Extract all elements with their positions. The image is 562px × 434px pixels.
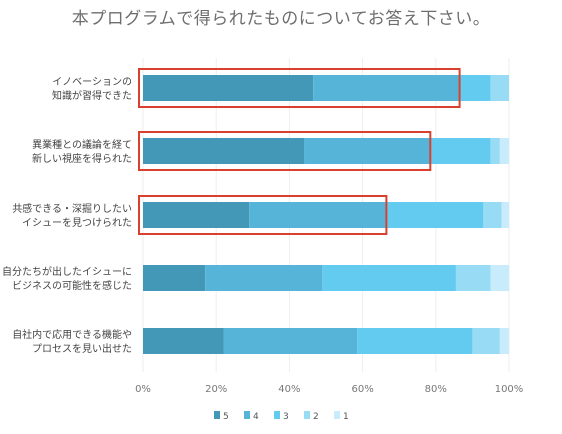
bar-segment: [490, 138, 500, 164]
category-label: ビジネスの可能性を感じた: [12, 279, 132, 292]
category-label: 異業種との議論を経て: [32, 138, 132, 151]
bar-segment: [472, 328, 500, 354]
x-tick-label: 40%: [278, 384, 300, 395]
legend-swatch: [304, 411, 310, 419]
highlight-box: [138, 68, 461, 108]
x-tick-label: 60%: [351, 384, 373, 395]
bar-segment: [483, 202, 502, 228]
category-label: 知識が習得できた: [52, 89, 132, 102]
bar-segment: [143, 138, 305, 164]
bar-segment: [430, 138, 491, 164]
bar-segment: [143, 328, 224, 354]
legend-label: 3: [283, 412, 289, 422]
x-tick-label: 100%: [495, 384, 524, 395]
category-label: 共感できる・深掘りしたい: [12, 202, 132, 215]
x-tick-label: 0%: [135, 384, 151, 395]
bar-segment: [223, 328, 358, 354]
category-label: 自分たちが出したイシューに: [2, 265, 132, 278]
x-tick-label: 80%: [425, 384, 447, 395]
bar-segment: [490, 265, 509, 291]
bar-segment: [143, 75, 314, 101]
legend-swatch: [334, 411, 340, 419]
bar-segment: [143, 202, 250, 228]
bar-segment: [313, 75, 460, 101]
highlight-box: [138, 195, 388, 235]
legend-label: 1: [343, 412, 349, 422]
legend-swatch: [214, 411, 220, 419]
bar-segment: [499, 138, 509, 164]
chart-title: 本プログラムで得られたものについてお答え下さい。: [71, 9, 491, 29]
category-label: プロセスを見い出せた: [32, 342, 132, 355]
category-label: 自社内で応用できる機能や: [12, 328, 132, 341]
category-label: イシューを見つけられた: [22, 217, 132, 229]
bar-segment: [304, 138, 431, 164]
bar-segment: [357, 328, 473, 354]
bar-segment: [501, 202, 509, 228]
bar-segment: [249, 202, 387, 228]
bar-segment: [455, 265, 491, 291]
bar-segment: [322, 265, 456, 291]
category-label: 新しい視座を得られた: [32, 152, 132, 165]
legend-label: 5: [223, 412, 229, 422]
bar-segment: [490, 75, 509, 101]
legend-swatch: [244, 411, 250, 419]
highlight-box: [138, 131, 432, 171]
bar-segment: [205, 265, 323, 291]
legend-swatch: [274, 411, 280, 419]
category-label: イノベーションの: [52, 76, 132, 88]
bar-segment: [499, 328, 509, 354]
bar-segment: [459, 75, 491, 101]
bar-segment: [143, 265, 206, 291]
legend-label: 2: [313, 412, 319, 422]
legend-label: 4: [253, 412, 259, 422]
x-tick-label: 20%: [205, 384, 227, 395]
bar-segment: [386, 202, 484, 228]
